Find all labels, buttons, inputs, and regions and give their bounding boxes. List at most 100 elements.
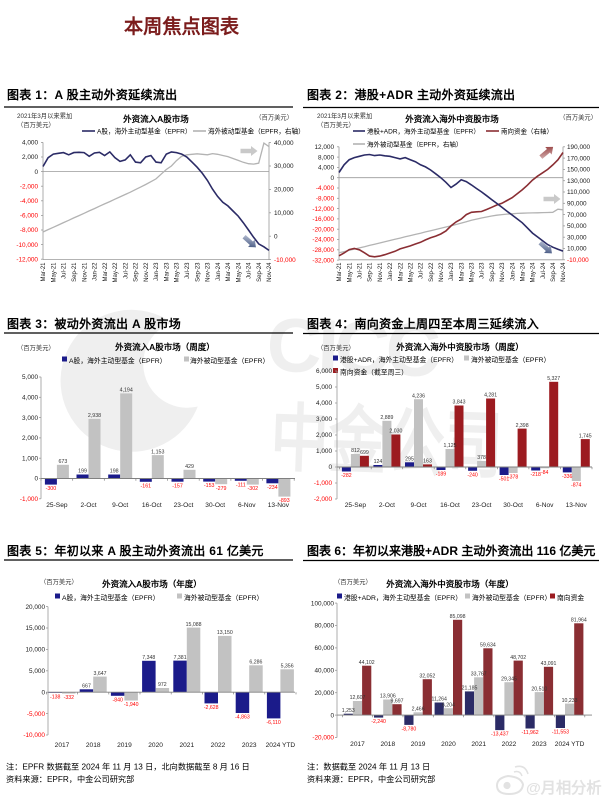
svg-text:44,102: 44,102 [359, 660, 375, 666]
svg-text:2023: 2023 [532, 741, 547, 748]
svg-text:2,000: 2,000 [22, 435, 38, 442]
svg-text:190,000: 190,000 [567, 144, 591, 151]
svg-text:-218: -218 [531, 472, 541, 478]
svg-text:2,466: 2,466 [412, 707, 425, 713]
svg-text:Nov-23: Nov-23 [206, 262, 212, 282]
svg-text:0: 0 [34, 169, 38, 176]
svg-text:100,000: 100,000 [311, 600, 335, 607]
svg-text:-893: -893 [279, 498, 290, 504]
svg-text:Sep-23: Sep-23 [195, 262, 201, 282]
svg-text:Jan-24: Jan-24 [510, 262, 516, 281]
svg-text:2023: 2023 [242, 742, 257, 749]
svg-text:Jul-23: Jul-23 [185, 262, 191, 279]
svg-text:-12,000: -12,000 [312, 206, 334, 213]
svg-text:-20,000: -20,000 [312, 226, 334, 233]
svg-text:-2,628: -2,628 [204, 705, 219, 711]
svg-text:（百万美元）: （百万美元） [255, 113, 293, 122]
svg-text:-501: -501 [499, 477, 509, 483]
svg-text:May-22: May-22 [113, 262, 119, 283]
svg-text:59,634: 59,634 [480, 643, 496, 649]
svg-text:25-Sep: 25-Sep [46, 502, 68, 509]
svg-text:-24,000: -24,000 [312, 237, 334, 244]
svg-text:注：EPFR 数据截至 2024 年 11 月 13 日，北: 注：EPFR 数据截至 2024 年 11 月 13 日，北向数据截至 8 月 … [6, 762, 250, 772]
svg-text:海外被动型基金（EPFR，右轴）: 海外被动型基金（EPFR，右轴） [367, 140, 462, 149]
svg-text:Mar-24: Mar-24 [226, 262, 232, 282]
svg-text:30,000: 30,000 [567, 234, 587, 241]
svg-text:5,356: 5,356 [281, 664, 294, 670]
svg-text:Jul-21: Jul-21 [62, 262, 68, 279]
svg-text:-138: -138 [50, 694, 60, 700]
svg-text:May-21: May-21 [52, 262, 58, 283]
svg-text:9-Oct: 9-Oct [410, 502, 426, 509]
svg-text:20,000: 20,000 [25, 604, 45, 611]
svg-text:Nov-23: Nov-23 [500, 262, 506, 282]
svg-text:-336: -336 [562, 474, 572, 480]
svg-text:Nov-22: Nov-22 [439, 262, 445, 282]
svg-text:2022: 2022 [502, 741, 517, 748]
svg-text:Mar-22: Mar-22 [398, 262, 404, 282]
svg-text:81,964: 81,964 [571, 618, 587, 624]
svg-text:23-Oct: 23-Oct [472, 502, 492, 509]
svg-text:32,052: 32,052 [419, 673, 435, 679]
svg-text:2024 YTD: 2024 YTD [555, 741, 585, 748]
svg-text:9,697: 9,697 [391, 698, 404, 704]
svg-text:-302: -302 [247, 486, 258, 492]
svg-text:295: 295 [405, 457, 414, 463]
svg-text:9-Oct: 9-Oct [112, 502, 128, 509]
svg-text:南向资金: 南向资金 [557, 593, 584, 602]
svg-text:-161: -161 [140, 483, 151, 489]
svg-text:-6,110: -6,110 [266, 720, 280, 726]
svg-text:南向资金（右轴）: 南向资金（右轴） [501, 127, 553, 136]
svg-text:Jul-23: Jul-23 [480, 262, 486, 279]
svg-text:15,088: 15,088 [186, 622, 202, 628]
svg-text:Nov-24: Nov-24 [267, 262, 273, 282]
svg-text:2,000: 2,000 [22, 154, 38, 161]
svg-text:2020: 2020 [148, 742, 163, 749]
svg-text:-1,940: -1,940 [124, 702, 139, 708]
svg-text:-4,863: -4,863 [235, 715, 250, 721]
svg-text:4,000: 4,000 [316, 400, 332, 407]
svg-text:外资流入A股市场（年度）: 外资流入A股市场（年度） [101, 579, 202, 589]
svg-text:0: 0 [41, 689, 45, 696]
svg-text:13,150: 13,150 [217, 630, 233, 636]
svg-text:2,000: 2,000 [316, 432, 332, 439]
svg-text:-10,000: -10,000 [23, 732, 45, 739]
svg-text:-10,000: -10,000 [567, 257, 589, 264]
svg-text:Jul-22: Jul-22 [419, 262, 425, 279]
svg-text:2018: 2018 [380, 741, 395, 748]
svg-text:Nov-22: Nov-22 [144, 262, 150, 282]
svg-text:29,345: 29,345 [501, 676, 517, 682]
svg-text:外资流入A股市场: 外资流入A股市场 [122, 114, 189, 124]
svg-text:（百万美元）: （百万美元） [40, 577, 78, 586]
svg-text:-300: -300 [46, 486, 57, 492]
svg-text:-84: -84 [541, 470, 549, 476]
svg-text:2022: 2022 [211, 742, 226, 749]
svg-text:-10,000: -10,000 [16, 242, 38, 249]
svg-text:图表 2：港股+ADR 主动外资延续流出: 图表 2：港股+ADR 主动外资延续流出 [307, 87, 515, 102]
svg-text:50,000: 50,000 [567, 223, 587, 230]
svg-text:Jul-24: Jul-24 [541, 262, 547, 279]
svg-text:4,000: 4,000 [22, 140, 38, 147]
svg-text:429: 429 [185, 464, 194, 470]
svg-text:699: 699 [360, 450, 369, 456]
svg-text:90,000: 90,000 [567, 201, 587, 208]
svg-text:-153: -153 [204, 483, 215, 489]
svg-text:（百万美元）: （百万美元） [17, 120, 55, 129]
svg-text:0: 0 [328, 464, 332, 471]
svg-text:10,000: 10,000 [25, 647, 45, 654]
svg-text:CICC: CICC [265, 303, 440, 394]
svg-text:0: 0 [330, 712, 334, 719]
svg-text:673: 673 [58, 459, 67, 465]
svg-text:海外被动型基金（EPFR，右轴）: 海外被动型基金（EPFR，右轴） [208, 127, 305, 136]
svg-text:外资流入A股市场（周度）: 外资流入A股市场（周度） [114, 342, 215, 352]
svg-text:-1,000: -1,000 [20, 496, 39, 503]
svg-text:6,286: 6,286 [249, 660, 262, 666]
svg-text:Sep-21: Sep-21 [72, 262, 78, 282]
svg-text:南向资金（截至周三）: 南向资金（截至周三） [340, 367, 408, 376]
svg-text:12,000: 12,000 [314, 144, 334, 151]
svg-text:43,091: 43,091 [541, 661, 557, 667]
svg-text:Sep-22: Sep-22 [134, 262, 140, 282]
svg-text:10,233: 10,233 [562, 698, 578, 704]
svg-text:-4,000: -4,000 [316, 185, 335, 192]
svg-text:Jan-22: Jan-22 [388, 262, 394, 281]
